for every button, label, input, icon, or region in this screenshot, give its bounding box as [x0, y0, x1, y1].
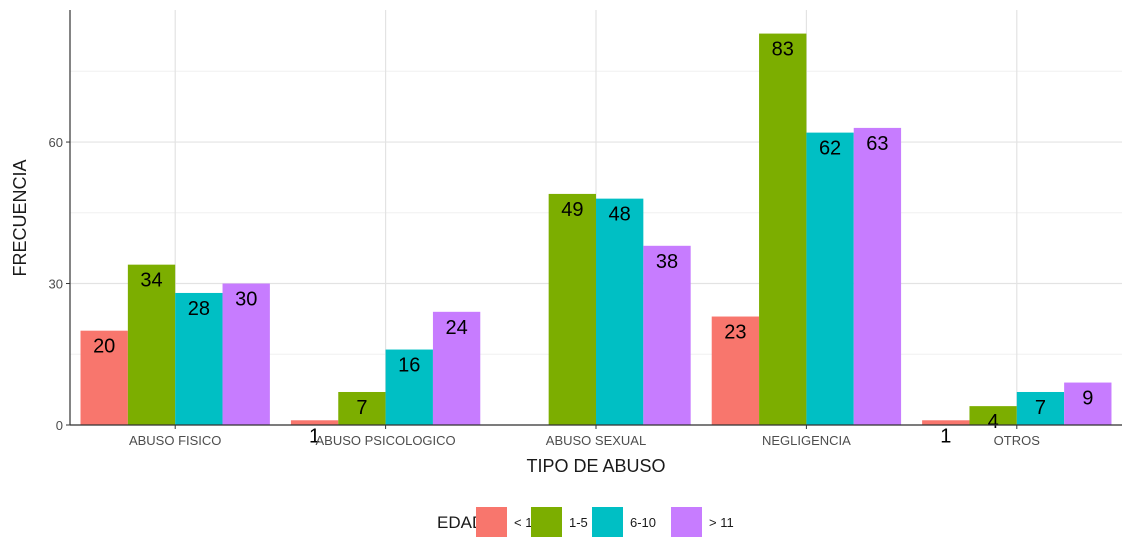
legend-label: < 1: [514, 515, 532, 530]
data-label: 1: [309, 425, 320, 447]
data-label: 63: [866, 133, 888, 155]
bar: [290, 420, 339, 425]
bar: [1064, 382, 1112, 425]
legend-key: [592, 507, 623, 537]
bar: [222, 283, 270, 425]
y-axis-title: FRECUENCIA: [10, 159, 30, 276]
bar: [385, 349, 433, 425]
x-tick-label: ABUSO SEXUAL: [546, 433, 646, 448]
legend: EDAD < 1 1-5 6-10 > 11: [437, 507, 734, 537]
data-label: 7: [356, 397, 367, 419]
bar: [80, 330, 128, 425]
legend-key: [476, 507, 507, 537]
legend-label: > 11: [709, 515, 734, 530]
bar: [338, 391, 386, 425]
x-tick-label: OTROS: [994, 433, 1041, 448]
legend-key: [671, 507, 702, 537]
data-label: 7: [1035, 397, 1046, 419]
bar: [853, 127, 902, 425]
data-label: 16: [398, 355, 420, 377]
bar: [711, 316, 760, 425]
bar: [175, 292, 223, 425]
bar: [596, 198, 644, 425]
data-label: 23: [724, 322, 746, 344]
bar: [643, 245, 691, 425]
data-label: 48: [609, 204, 631, 226]
bar: [759, 33, 807, 426]
data-label: 62: [819, 138, 841, 160]
x-tick-label: ABUSO FISICO: [129, 433, 221, 448]
y-tick-label: 60: [49, 135, 63, 150]
legend-label: 1-5: [569, 515, 588, 530]
bar: [432, 311, 481, 425]
bar: [922, 420, 970, 425]
data-labels: 20 34 28 30 1 7 16 24 49 48 38 23 83 62 63 1 4 7 9: [93, 39, 1093, 448]
data-label: 28: [188, 298, 210, 320]
data-label: 34: [140, 270, 162, 292]
bar: [548, 193, 596, 425]
x-axis-title: TIPO DE ABUSO: [526, 456, 665, 476]
y-ticks: 0 30 60: [49, 135, 70, 433]
bar: [1016, 391, 1065, 425]
data-label: 83: [772, 39, 794, 61]
legend-key: [531, 507, 562, 537]
bar: [969, 406, 1017, 425]
x-tick-label: NEGLIGENCIA: [762, 433, 851, 448]
y-tick-label: 30: [49, 277, 63, 292]
x-ticks: ABUSO FISICO ABUSO PSICOLOGICO ABUSO SEXUA…: [129, 425, 1040, 448]
data-label: 24: [445, 317, 467, 339]
y-tick-label: 0: [56, 418, 63, 433]
data-label: 4: [988, 411, 999, 433]
data-label: 30: [235, 289, 257, 311]
data-label: 9: [1082, 388, 1093, 410]
x-tick-label: ABUSO PSICOLOGICO: [316, 433, 456, 448]
data-label: 49: [561, 199, 583, 221]
data-label: 38: [656, 251, 678, 273]
legend-title: EDAD: [437, 513, 484, 532]
data-label: 1: [940, 425, 951, 447]
bar: [806, 132, 854, 425]
legend-label: 6-10: [630, 515, 656, 530]
data-label: 20: [93, 336, 115, 358]
bars: [80, 33, 1112, 426]
bar: [127, 264, 176, 425]
